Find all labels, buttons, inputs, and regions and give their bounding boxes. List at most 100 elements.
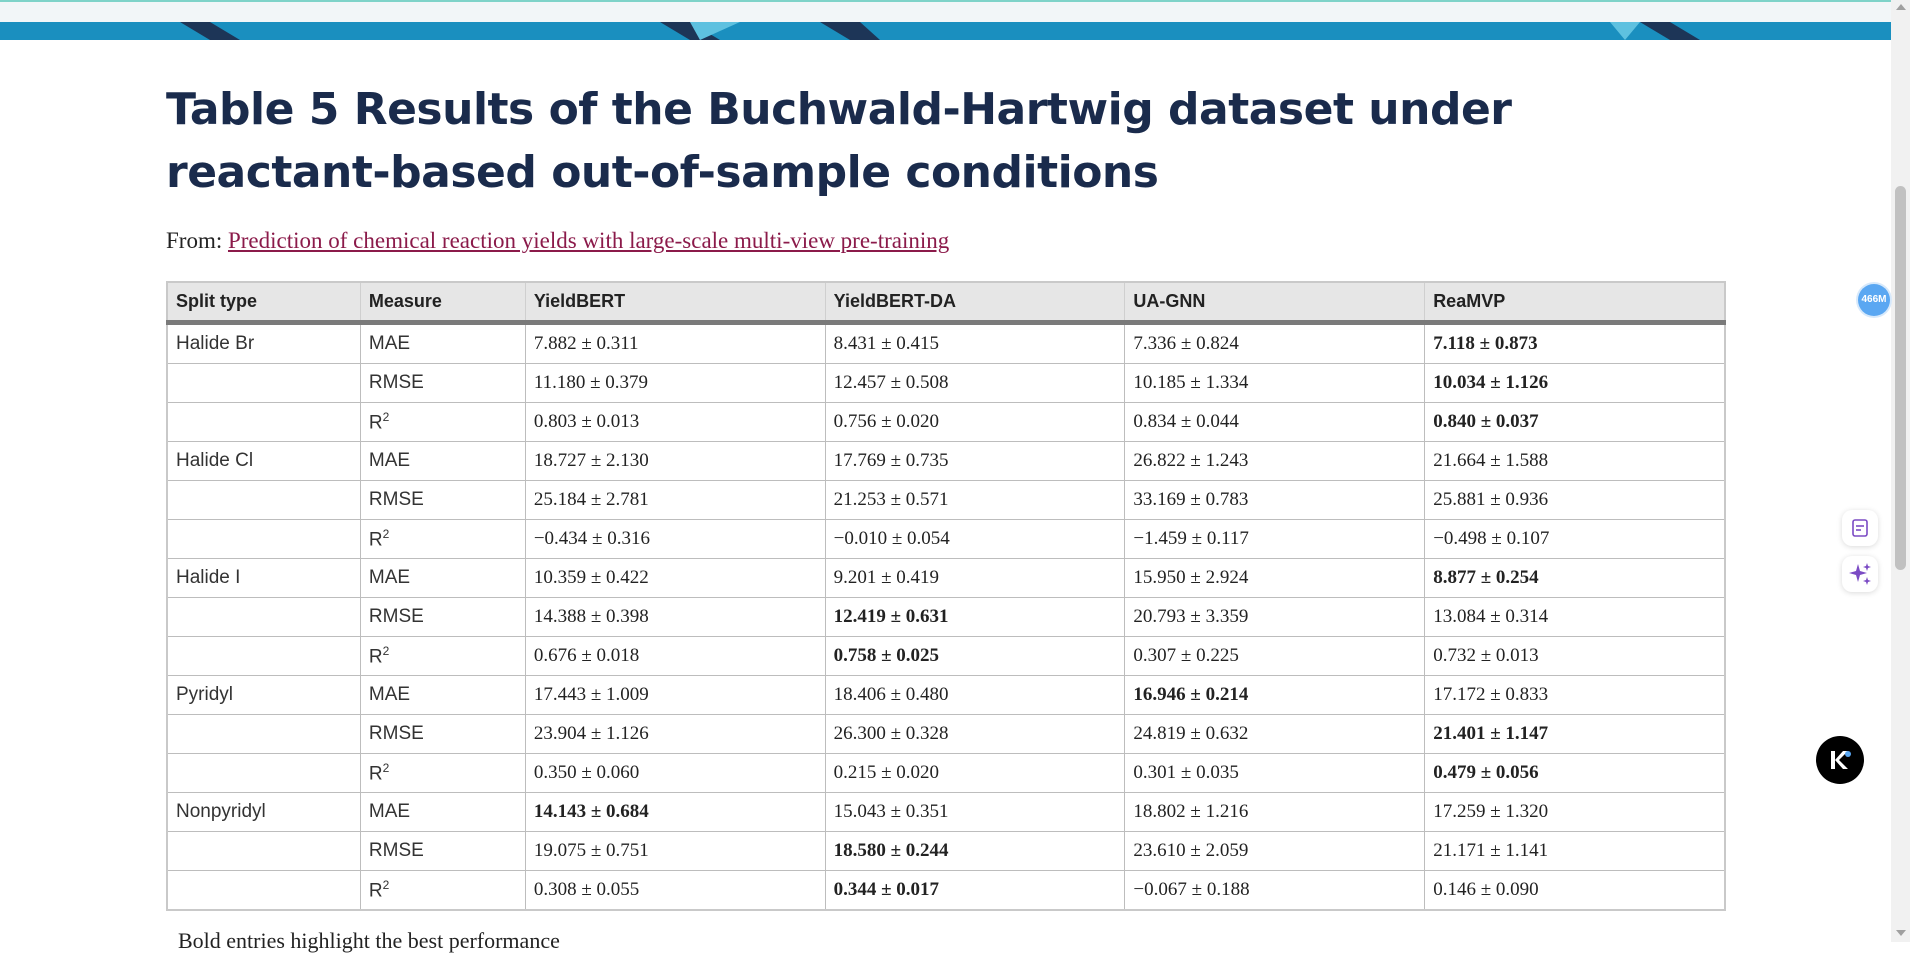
table-row: R2 0.676 ± 0.018 0.758 ± 0.025 0.307 ± 0.22… bbox=[166, 636, 1726, 676]
measure-superscript: 2 bbox=[382, 409, 390, 424]
measure-label: RMSE bbox=[368, 606, 424, 627]
value-cell: 26.300 ± 0.328 bbox=[824, 714, 1126, 754]
measure-cell: RMSE bbox=[359, 480, 526, 520]
measure-label: R bbox=[368, 763, 383, 785]
k-logo-icon bbox=[1831, 751, 1851, 769]
header-yieldbert: YieldBERT bbox=[524, 281, 826, 325]
header-measure: Measure bbox=[359, 281, 526, 325]
value-cell: 25.184 ± 2.781 bbox=[524, 480, 826, 520]
split-type-cell: Nonpyridyl bbox=[166, 792, 361, 832]
value-cell: 17.769 ± 0.735 bbox=[824, 441, 1126, 481]
value-cell: 18.406 ± 0.480 bbox=[824, 675, 1126, 715]
value-cell: −0.498 ± 0.107 bbox=[1424, 519, 1726, 559]
value-cell: −0.010 ± 0.054 bbox=[824, 519, 1126, 559]
value-cell: 0.756 ± 0.020 bbox=[824, 402, 1126, 442]
measure-label: RMSE bbox=[368, 372, 424, 393]
results-table: Split type Measure YieldBERT YieldBERT-D… bbox=[166, 281, 1726, 911]
value-cell: 15.043 ± 0.351 bbox=[824, 792, 1126, 832]
table-row: Halide I MAE 10.359 ± 0.422 9.201 ± 0.419 15… bbox=[166, 558, 1726, 598]
measure-cell: R2 bbox=[359, 636, 526, 676]
table-row: RMSE 11.180 ± 0.379 12.457 ± 0.508 10.185 ±… bbox=[166, 363, 1726, 403]
header-yieldbert-da: YieldBERT-DA bbox=[824, 281, 1126, 325]
value-cell: 0.308 ± 0.055 bbox=[524, 870, 826, 911]
source-article-link[interactable]: Prediction of chemical reaction yields w… bbox=[227, 228, 950, 253]
value-cell: 21.253 ± 0.571 bbox=[824, 480, 1126, 520]
value-cell: 25.881 ± 0.936 bbox=[1424, 480, 1726, 520]
measure-cell: MAE bbox=[359, 792, 526, 832]
value-cell: 14.388 ± 0.398 bbox=[524, 597, 826, 637]
scroll-up-icon[interactable] bbox=[1896, 4, 1906, 10]
value-cell: −1.459 ± 0.117 bbox=[1124, 519, 1426, 559]
table-row: Halide Br MAE 7.882 ± 0.311 8.431 ± 0.415 7.… bbox=[166, 322, 1726, 364]
assistant-launcher-button[interactable] bbox=[1816, 736, 1864, 784]
measure-cell: MAE bbox=[359, 675, 526, 715]
top-accent-line bbox=[0, 0, 1910, 2]
measure-label: MAE bbox=[368, 684, 411, 705]
split-type-cell bbox=[166, 363, 361, 403]
value-cell: 16.946 ± 0.214 bbox=[1124, 675, 1426, 715]
table-row: RMSE 19.075 ± 0.751 18.580 ± 0.244 23.610 ±… bbox=[166, 831, 1726, 871]
value-cell: 0.307 ± 0.225 bbox=[1124, 636, 1426, 676]
value-cell: 7.118 ± 0.873 bbox=[1424, 322, 1726, 364]
measure-superscript: 2 bbox=[382, 877, 390, 892]
value-cell: 23.904 ± 1.126 bbox=[524, 714, 826, 754]
value-cell: 0.676 ± 0.018 bbox=[524, 636, 826, 676]
value-cell: 18.580 ± 0.244 bbox=[824, 831, 1126, 871]
value-cell: 12.457 ± 0.508 bbox=[824, 363, 1126, 403]
notes-button[interactable] bbox=[1842, 510, 1878, 546]
value-cell: 21.171 ± 1.141 bbox=[1424, 831, 1726, 871]
measure-cell: MAE bbox=[359, 441, 526, 481]
table-footnote: Bold entries highlight the best performa… bbox=[178, 928, 560, 953]
value-cell: 26.822 ± 1.243 bbox=[1124, 441, 1426, 481]
value-cell: 0.301 ± 0.035 bbox=[1124, 753, 1426, 793]
value-cell: 0.344 ± 0.017 bbox=[824, 870, 1126, 911]
measure-label: R bbox=[368, 529, 383, 551]
value-cell: 24.819 ± 0.632 bbox=[1124, 714, 1426, 754]
value-cell: 0.350 ± 0.060 bbox=[524, 753, 826, 793]
page-title: Table 5 Results of the Buchwald-Hartwig … bbox=[166, 84, 1512, 198]
value-cell: 9.201 ± 0.419 bbox=[824, 558, 1126, 598]
split-type-cell: Halide I bbox=[166, 558, 361, 598]
value-cell: 19.075 ± 0.751 bbox=[524, 831, 826, 871]
measure-cell: R2 bbox=[359, 519, 526, 559]
value-cell: 21.664 ± 1.588 bbox=[1424, 441, 1726, 481]
measure-superscript: 2 bbox=[382, 526, 390, 541]
table-row: Pyridyl MAE 17.443 ± 1.009 18.406 ± 0.480 16… bbox=[166, 675, 1726, 715]
split-type-cell bbox=[166, 714, 361, 754]
header-banner bbox=[0, 2, 1891, 40]
header-split-type: Split type bbox=[166, 281, 361, 325]
measure-superscript: 2 bbox=[382, 760, 390, 775]
measure-cell: R2 bbox=[359, 402, 526, 442]
measure-label: RMSE bbox=[368, 723, 424, 744]
measure-label: R bbox=[368, 412, 383, 434]
value-cell: 8.877 ± 0.254 bbox=[1424, 558, 1726, 598]
value-cell: −0.434 ± 0.316 bbox=[524, 519, 826, 559]
table-row: R2 0.308 ± 0.055 0.344 ± 0.017 −0.067 ± 0.1… bbox=[166, 870, 1726, 911]
value-cell: 0.758 ± 0.025 bbox=[824, 636, 1126, 676]
value-cell: 0.732 ± 0.013 bbox=[1424, 636, 1726, 676]
value-cell: 15.950 ± 2.924 bbox=[1124, 558, 1426, 598]
measure-label: RMSE bbox=[368, 489, 424, 510]
value-cell: 18.802 ± 1.216 bbox=[1124, 792, 1426, 832]
value-cell: 12.419 ± 0.631 bbox=[824, 597, 1126, 637]
measure-label: R bbox=[368, 646, 383, 668]
extension-badge[interactable]: 466M bbox=[1858, 284, 1890, 316]
measure-label: MAE bbox=[368, 450, 411, 471]
header-reamvp: ReaMVP bbox=[1424, 281, 1726, 325]
value-cell: 17.443 ± 1.009 bbox=[524, 675, 826, 715]
value-cell: 33.169 ± 0.783 bbox=[1124, 480, 1426, 520]
split-type-cell: Halide Cl bbox=[166, 441, 361, 481]
scroll-down-icon[interactable] bbox=[1896, 930, 1906, 936]
measure-cell: R2 bbox=[359, 753, 526, 793]
value-cell: 8.431 ± 0.415 bbox=[824, 322, 1126, 364]
split-type-cell bbox=[166, 636, 361, 676]
split-type-cell: Pyridyl bbox=[166, 675, 361, 715]
scrollbar-thumb[interactable] bbox=[1895, 186, 1906, 570]
value-cell: 0.803 ± 0.013 bbox=[524, 402, 826, 442]
table-body: Halide Br MAE 7.882 ± 0.311 8.431 ± 0.415 7.… bbox=[166, 322, 1726, 911]
value-cell: 0.215 ± 0.020 bbox=[824, 753, 1126, 793]
header-ua-gnn: UA-GNN bbox=[1124, 281, 1426, 325]
value-cell: 14.143 ± 0.684 bbox=[524, 792, 826, 832]
ai-assist-button[interactable] bbox=[1842, 556, 1878, 592]
measure-cell: RMSE bbox=[359, 831, 526, 871]
